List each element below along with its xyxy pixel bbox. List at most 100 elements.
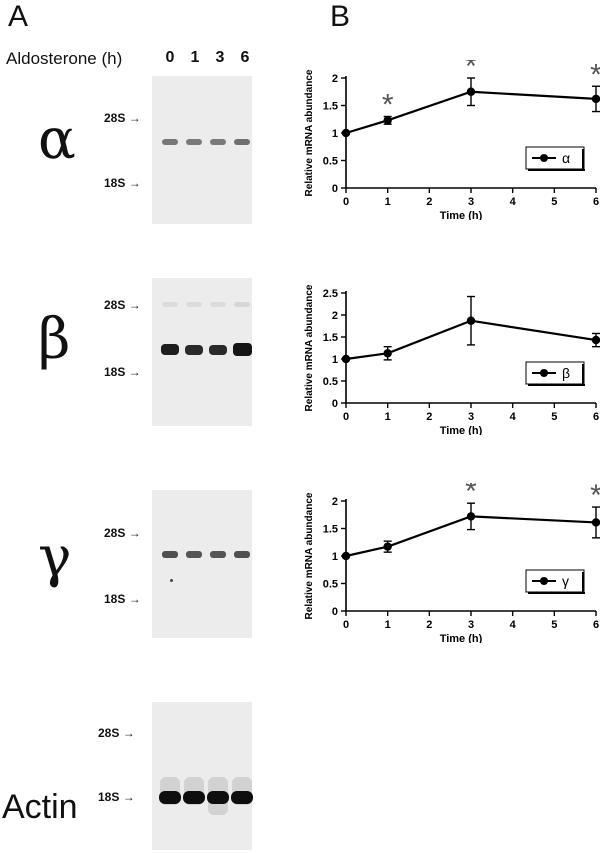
x-tick-label: 2 — [426, 619, 432, 631]
y-tick-label: 1.5 — [323, 524, 338, 536]
band — [207, 791, 229, 804]
band — [233, 343, 252, 356]
data-point — [383, 542, 392, 551]
marker-18s: 18S → — [104, 365, 141, 379]
x-axis-label: Time (h) — [440, 633, 483, 643]
data-point — [466, 316, 476, 325]
blot-label-actin: Actin — [2, 788, 78, 826]
legend-marker — [540, 369, 548, 377]
y-axis-label: Relative mRNA abundance — [304, 284, 315, 411]
lane-label: 1 — [190, 49, 200, 66]
band — [186, 551, 202, 558]
y-tick-label: 1 — [332, 128, 338, 140]
band — [210, 139, 226, 145]
panel-label-a: A — [8, 0, 29, 33]
marker-28s: 28S → — [104, 298, 141, 312]
legend-label: α — [562, 150, 570, 166]
x-tick-label: 0 — [343, 196, 349, 208]
panel-label-b: B — [330, 0, 351, 33]
y-tick-label: 2.5 — [323, 288, 338, 300]
x-tick-label: 4 — [510, 619, 517, 631]
marker-28s: 28S → — [98, 726, 135, 740]
significance-star: * — [590, 60, 600, 91]
y-tick-label: 2 — [332, 73, 338, 85]
band — [186, 139, 202, 145]
y-tick-label: 1 — [332, 354, 338, 366]
northern-blot-actin — [152, 702, 253, 850]
blot-label-alpha: α — [38, 107, 76, 172]
y-axis-label: Relative mRNA abundance — [304, 69, 315, 196]
significance-star: * — [590, 483, 600, 512]
y-tick-label: 2 — [332, 310, 338, 322]
data-point — [341, 128, 351, 138]
y-tick-label: 0.5 — [323, 579, 338, 591]
y-tick-label: 1.5 — [323, 332, 338, 344]
x-tick-label: 5 — [551, 619, 557, 631]
x-axis-label: Time (h) — [440, 425, 483, 435]
x-tick-label: 3 — [468, 196, 474, 208]
x-tick-label: 6 — [593, 619, 599, 631]
band — [234, 551, 250, 558]
x-tick-label: 2 — [426, 411, 432, 423]
band — [209, 345, 227, 355]
x-tick-label: 4 — [510, 196, 517, 208]
x-tick-label: 5 — [551, 411, 557, 423]
marker-28s: 28S → — [104, 526, 141, 540]
band — [186, 302, 202, 307]
x-axis-label: Time (h) — [440, 210, 483, 220]
northern-blot-gamma — [152, 490, 252, 638]
band — [234, 139, 250, 145]
chart-alpha: 0 0.5 1 1.5 2 0 1 2 3 4 5 6 Time (h) Relative mRNA ab… — [304, 60, 600, 220]
y-tick-label: 0 — [332, 398, 338, 410]
band — [210, 551, 226, 558]
marker-18s: 18S → — [104, 176, 141, 190]
band — [161, 344, 179, 355]
band — [231, 791, 253, 804]
significance-star: * — [382, 89, 394, 122]
lane-label: 6 — [240, 49, 250, 66]
data-point — [341, 551, 351, 561]
y-tick-label: 1.5 — [323, 101, 338, 113]
y-tick-label: 2 — [332, 496, 338, 508]
lane-label: 3 — [215, 49, 225, 66]
data-point — [466, 87, 476, 96]
legend-label: γ — [562, 573, 569, 589]
chart-beta: 0 0.5 1 1.5 2 2.5 0 1 2 3 4 5 6 Time (h) Relative mRNA… — [304, 284, 600, 435]
x-tick-label: 1 — [385, 196, 391, 208]
series-line — [345, 515, 597, 558]
blot-label-gamma: γ — [38, 525, 72, 590]
significance-star: * — [465, 60, 477, 83]
band — [162, 551, 178, 558]
data-point — [591, 335, 600, 345]
data-point — [591, 94, 600, 104]
band — [183, 791, 205, 804]
x-tick-label: 5 — [551, 196, 557, 208]
band — [234, 302, 250, 307]
y-tick-label: 1 — [332, 551, 338, 563]
x-tick-label: 0 — [343, 411, 349, 423]
series-line — [345, 319, 597, 361]
x-tick-label: 1 — [385, 411, 391, 423]
marker-18s: 18S → — [98, 790, 135, 804]
band — [185, 345, 203, 355]
x-tick-label: 2 — [426, 196, 432, 208]
data-point — [466, 512, 476, 521]
marker-18s: 18S → — [104, 592, 141, 606]
northern-blot-alpha — [152, 76, 252, 224]
x-tick-label: 6 — [593, 196, 599, 208]
data-point — [383, 349, 392, 358]
legend-marker — [540, 577, 548, 585]
y-tick-label: 0.5 — [323, 156, 338, 168]
x-tick-label: 1 — [385, 619, 391, 631]
x-tick-label: 6 — [593, 411, 599, 423]
series-line — [345, 90, 597, 135]
x-tick-label: 0 — [343, 619, 349, 631]
legend-label: β — [562, 365, 570, 381]
x-tick-label: 3 — [468, 411, 474, 423]
y-axis-label: Relative mRNA abundance — [304, 492, 315, 619]
x-tick-label: 3 — [468, 619, 474, 631]
speck — [170, 579, 173, 582]
y-tick-label: 0 — [332, 606, 338, 618]
y-tick-label: 0 — [332, 183, 338, 195]
lane-label: 0 — [165, 49, 175, 66]
